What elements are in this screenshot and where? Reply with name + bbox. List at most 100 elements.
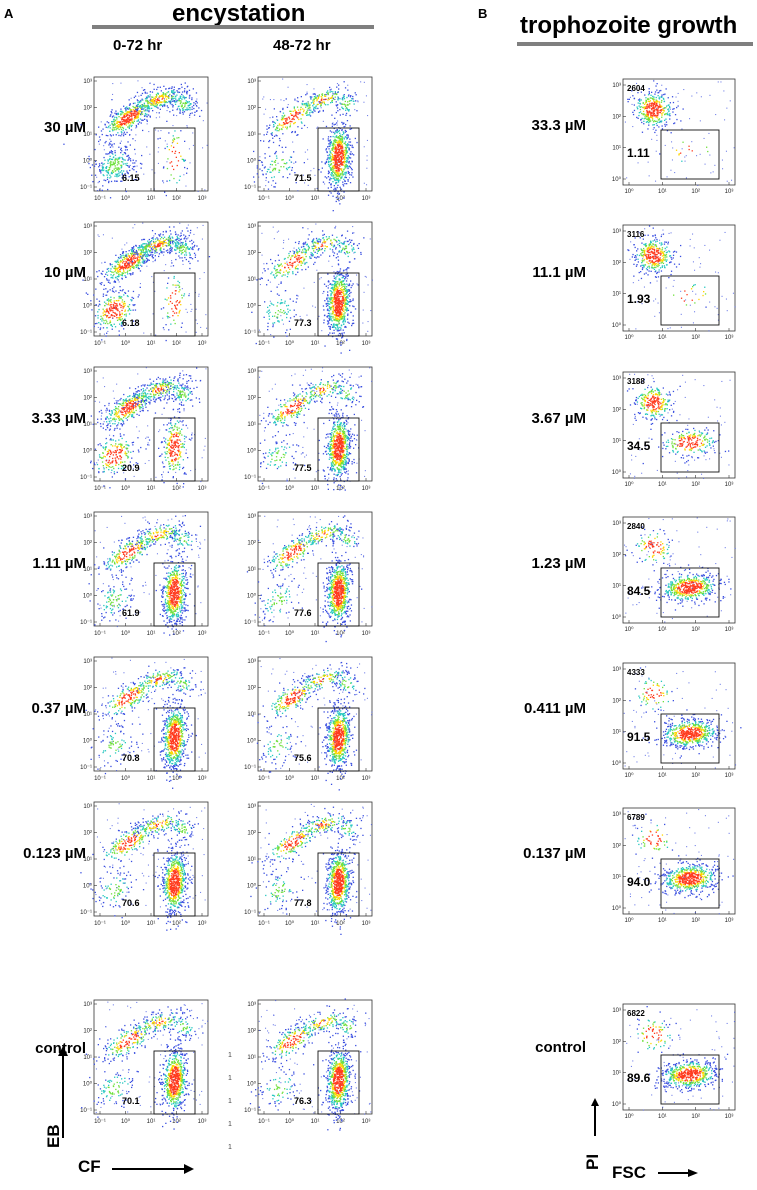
flow-plot-encystation: 10³ 10² 10¹ 10⁰ 10⁻¹10⁻¹ 10⁰ 10¹ 10² 10³ 77.6 xyxy=(244,511,373,643)
tick-label: 10⁰ xyxy=(624,481,634,488)
panel-a-letter: A xyxy=(4,6,13,21)
tick-label: 10⁻¹ xyxy=(244,1108,256,1114)
tick-label: 10³ xyxy=(725,189,734,195)
tick-label: 10⁰ xyxy=(612,905,622,912)
tick-label: 10⁻¹ xyxy=(258,196,270,202)
stray-mark: 1 xyxy=(228,1098,232,1105)
dose-label-a-1: 10 µM xyxy=(0,264,86,281)
event-dots xyxy=(624,809,735,915)
tick-label: 10⁰ xyxy=(285,775,295,782)
tick-label: 10⁰ xyxy=(624,917,634,924)
dose-label-b-3: 1.23 µM xyxy=(490,555,587,572)
tick-label: 10¹ xyxy=(147,631,156,637)
panel-b-title: trophozoite growth xyxy=(520,12,737,40)
dose-label-a-5: 0.123 µM xyxy=(0,845,86,862)
tick-label: 10⁰ xyxy=(83,738,93,745)
gate-percentage: 77.6 xyxy=(294,608,312,618)
flow-plot-encystation: 10³ 10² 10¹ 10⁰ 10⁻¹10⁻¹ 10⁰ 10¹ 10² 10³ 20.9 xyxy=(80,366,209,492)
tick-label: 10³ xyxy=(725,335,734,341)
event-dots xyxy=(249,998,372,1131)
gate-percentage: 6.18 xyxy=(122,318,140,328)
event-dots xyxy=(624,517,736,623)
y-axis-arrow-pi xyxy=(591,1098,599,1136)
tick-label: 10¹ xyxy=(147,196,156,202)
tick-label: 10¹ xyxy=(311,921,320,927)
tick-label: 10⁻¹ xyxy=(244,475,256,481)
event-dots xyxy=(82,222,211,342)
tick-label: 10³ xyxy=(247,369,256,375)
tick-label: 10³ xyxy=(612,229,621,235)
tick-label: 10⁻¹ xyxy=(94,486,106,492)
event-count: 2604 xyxy=(627,84,645,93)
tick-label: 10³ xyxy=(247,79,256,85)
tick-label: 10³ xyxy=(362,776,371,782)
tick-label: 10³ xyxy=(247,224,256,230)
stray-mark: 1 xyxy=(228,1121,232,1128)
gate-percentage: 1.11 xyxy=(627,146,650,160)
tick-label: 10⁰ xyxy=(624,1113,634,1120)
event-dots xyxy=(252,658,373,791)
tick-label: 10¹ xyxy=(147,341,156,347)
gate-percentage: 77.3 xyxy=(294,318,312,328)
tick-label: 10³ xyxy=(362,196,371,202)
gate-percentage: 94.0 xyxy=(627,875,651,889)
tick-label: 10¹ xyxy=(83,712,92,718)
tick-label: 10² xyxy=(83,396,92,402)
tick-label: 10¹ xyxy=(658,189,667,195)
tick-label: 10¹ xyxy=(247,567,256,573)
tick-label: 10¹ xyxy=(311,631,320,637)
dose-label-a-3: 1.11 µM xyxy=(0,555,86,572)
tick-label: 10² xyxy=(83,106,92,112)
tick-label: 10⁰ xyxy=(624,334,634,341)
tick-label: 10³ xyxy=(725,918,734,924)
flow-plot-encystation: 10³ 10² 10¹ 10⁰ 10⁻¹10⁻¹ 10⁰ 10¹ 10² 10³ 70.6 xyxy=(80,801,209,931)
x-axis-arrow-fsc xyxy=(658,1169,698,1177)
tick-label: 10⁰ xyxy=(612,176,622,183)
tick-label: 10¹ xyxy=(147,921,156,927)
tick-label: 10³ xyxy=(247,659,256,665)
event-dots xyxy=(63,80,208,199)
panel-a-title-bar xyxy=(92,25,374,29)
tick-label: 10¹ xyxy=(658,335,667,341)
tick-label: 10⁻¹ xyxy=(244,765,256,771)
tick-label: 10² xyxy=(247,396,256,402)
tick-label: 10⁰ xyxy=(121,630,131,637)
tick-label: 10⁻¹ xyxy=(94,196,106,202)
tick-label: 10⁰ xyxy=(612,614,622,621)
tick-label: 10³ xyxy=(362,1119,371,1125)
tick-label: 10³ xyxy=(362,341,371,347)
tick-label: 10⁰ xyxy=(247,1081,257,1088)
dose-label-a-6: control xyxy=(0,1040,86,1057)
tick-label: 10¹ xyxy=(147,1119,156,1125)
tick-label: 10⁻¹ xyxy=(80,910,92,916)
tick-label: 10⁻¹ xyxy=(244,330,256,336)
flow-plot-encystation: 10³ 10² 10¹ 10⁰ 10⁻¹10⁻¹ 10⁰ 10¹ 10² 10³ 77.3 xyxy=(244,221,373,354)
tick-label: 10⁰ xyxy=(612,1101,622,1108)
tick-label: 10³ xyxy=(83,804,92,810)
tick-label: 10² xyxy=(336,631,345,637)
tick-label: 10² xyxy=(172,631,181,637)
tick-label: 10² xyxy=(247,1029,256,1035)
gate-percentage: 89.6 xyxy=(627,1071,651,1085)
gate-percentage: 20.9 xyxy=(122,463,140,473)
event-count: 2840 xyxy=(627,522,645,531)
tick-label: 10³ xyxy=(247,514,256,520)
tick-label: 10³ xyxy=(83,369,92,375)
tick-label: 10⁻¹ xyxy=(258,921,270,927)
tick-label: 10⁰ xyxy=(624,772,634,779)
flow-plot-encystation: 10³ 10² 10¹ 10⁰ 10⁻¹10⁻¹ 10⁰ 10¹ 10² 10³ 70.1 xyxy=(80,999,209,1130)
gate-percentage: 77.8 xyxy=(294,898,312,908)
tick-label: 10² xyxy=(691,1114,700,1120)
tick-label: 10⁰ xyxy=(612,322,622,329)
tick-label: 10² xyxy=(691,918,700,924)
tick-label: 10⁻¹ xyxy=(80,765,92,771)
tick-label: 10² xyxy=(336,341,345,347)
tick-label: 10² xyxy=(691,335,700,341)
event-dots xyxy=(250,803,372,935)
y-axis-arrow-eb xyxy=(58,1046,68,1138)
tick-label: 10¹ xyxy=(247,277,256,283)
x-axis-arrow-cf xyxy=(112,1164,194,1174)
tick-label: 10² xyxy=(336,921,345,927)
